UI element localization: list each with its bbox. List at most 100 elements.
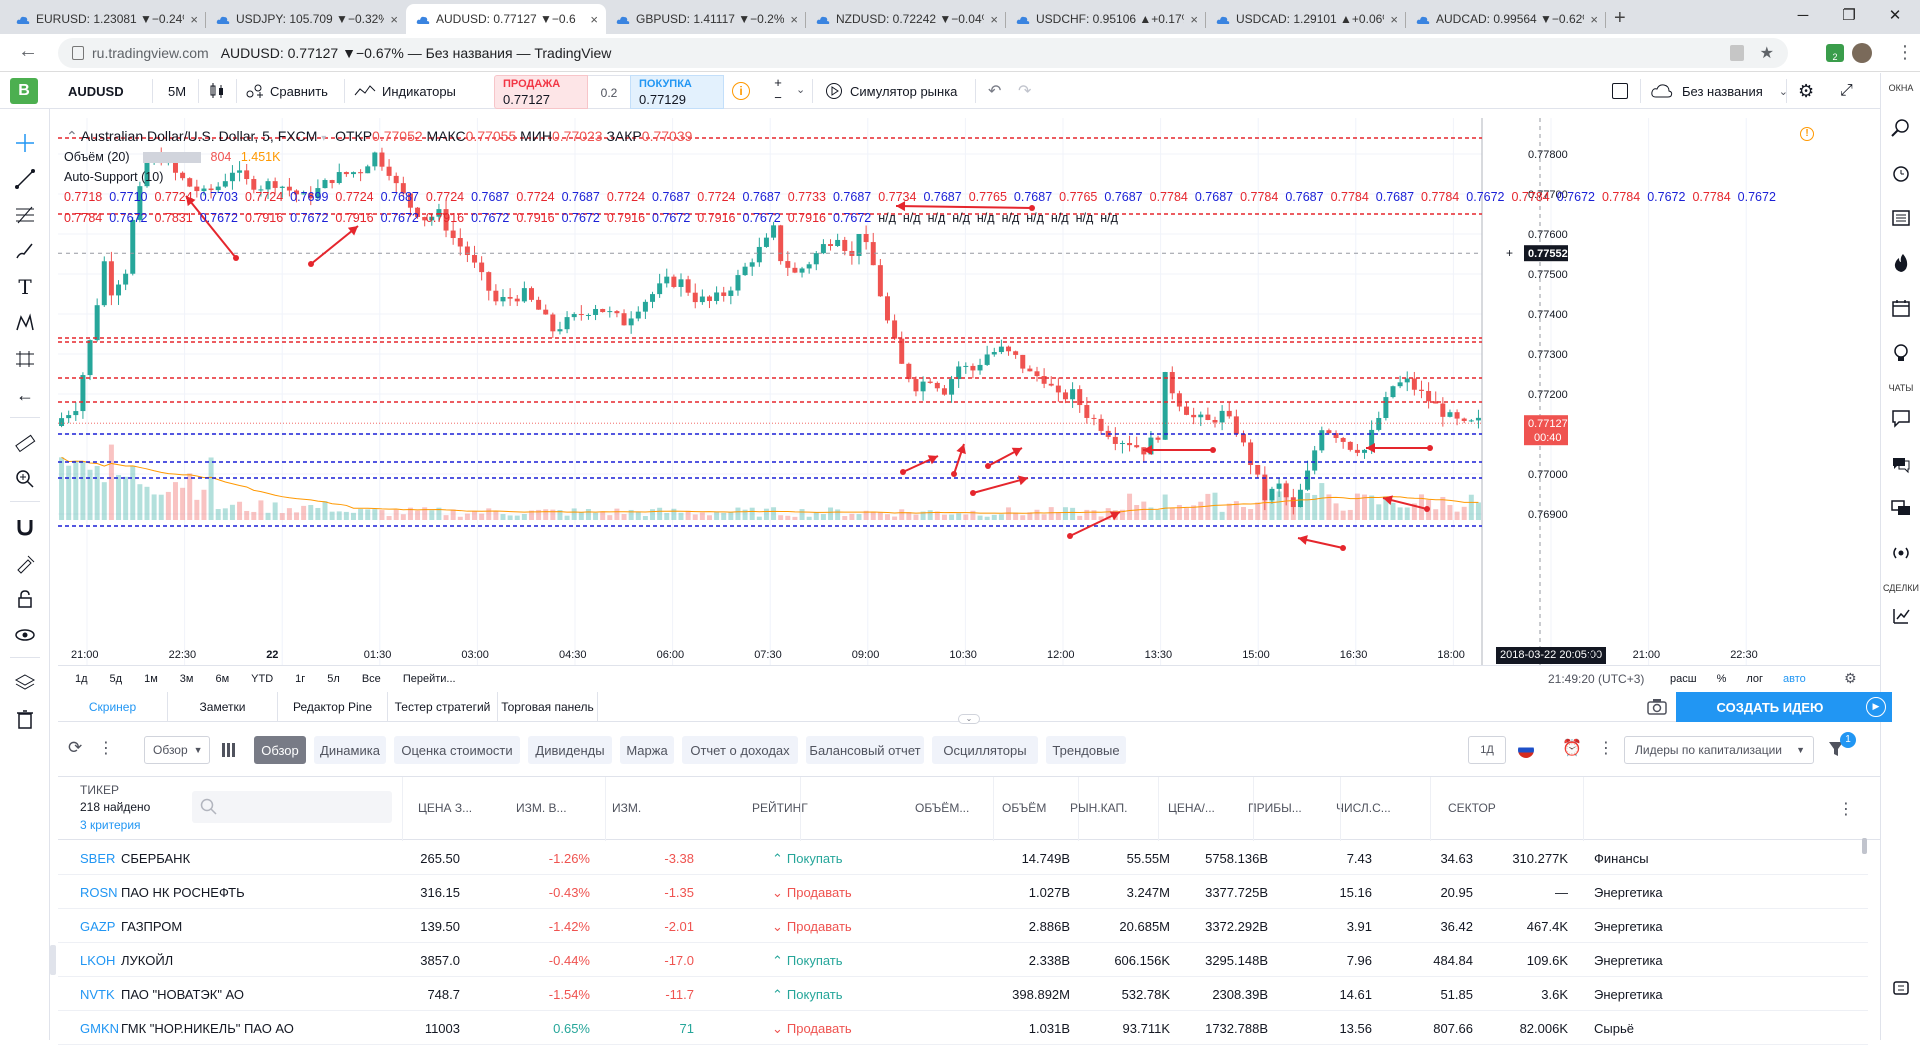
ticker-search-input[interactable] — [192, 791, 392, 823]
close-tab-icon[interactable]: × — [1390, 11, 1398, 27]
avatar[interactable] — [1852, 43, 1872, 63]
screener-filter-tab[interactable]: Обзор — [254, 736, 306, 764]
play-icon[interactable]: ▶ — [1866, 697, 1886, 717]
screener-filter-tab[interactable]: Трендовые — [1046, 736, 1126, 764]
screener-view-select[interactable]: Обзор ▼ — [144, 736, 210, 764]
close-tab-icon[interactable]: × — [990, 11, 998, 27]
browser-tab[interactable]: AUDCAD: 0.99564 ▼−0.62% × — [1406, 4, 1606, 34]
layers-icon[interactable] — [10, 669, 40, 697]
cell-ticker[interactable]: SBER — [80, 851, 116, 866]
more-options-icon[interactable]: ⋮ — [98, 740, 114, 757]
arrow-back-icon[interactable]: ← — [16, 384, 34, 405]
cell-ticker[interactable]: LKOH — [80, 953, 116, 968]
screener-filter-tab[interactable]: Осцилляторы — [932, 736, 1038, 764]
cell-ticker[interactable]: NVTK — [80, 987, 115, 1002]
panel-tab[interactable]: Скринер — [58, 692, 168, 722]
range-button[interactable]: 1г — [295, 673, 306, 685]
watchlist-search-icon[interactable] — [1885, 113, 1917, 143]
widget-minus-button[interactable]: − — [774, 90, 782, 105]
range-button[interactable]: YTD — [251, 673, 274, 685]
page-info-icon[interactable] — [72, 46, 84, 60]
deals-icon[interactable] — [1885, 601, 1917, 631]
close-tab-icon[interactable]: × — [590, 11, 598, 27]
screener-filter-tab[interactable]: Отчет о доходах — [682, 736, 798, 764]
range-button[interactable]: 6м — [215, 673, 230, 685]
scale-option[interactable]: % — [1716, 673, 1727, 685]
annotation-arrow[interactable] — [308, 225, 359, 267]
minimize-button[interactable]: ─ — [1797, 7, 1809, 24]
fullscreen-toggle[interactable] — [1612, 83, 1628, 99]
column-header[interactable]: ЦЕНА/... — [1168, 801, 1215, 815]
annotation-arrow[interactable] — [900, 455, 939, 475]
screener-filter-tab[interactable]: Маржа — [620, 736, 674, 764]
annotation-arrow[interactable] — [1382, 495, 1430, 512]
table-row[interactable]: GAZP ГАЗПРОМ 139.50 -1.42% -2.01 ⌄ Продавать 2.… — [58, 909, 1868, 943]
trash-icon[interactable] — [10, 705, 40, 733]
price-chart[interactable]: 0.77800 0.77700 0.77600 0.77500 0.77400 0.773… — [58, 118, 1865, 665]
browser-tab[interactable]: GBPUSD: 1.41117 ▼−0.2% × — [606, 4, 806, 34]
panel-tab[interactable]: Тестер стратегий — [388, 692, 498, 722]
alarm-clock-icon[interactable] — [1885, 158, 1917, 188]
refresh-icon[interactable]: ⟳ — [68, 738, 83, 757]
eye-icon[interactable] — [10, 621, 40, 649]
column-header[interactable]: ЦЕНА З... — [418, 801, 473, 815]
browser-tab[interactable]: USDCHF: 0.95106 ▲+0.17% × — [1006, 4, 1206, 34]
restore-button[interactable]: ❐ — [1842, 7, 1856, 24]
back-button[interactable]: ← — [18, 40, 38, 62]
layout-button[interactable]: Без названия ⌄ — [1650, 73, 1788, 109]
ruler-icon[interactable] — [10, 429, 40, 457]
gear-icon[interactable]: ⚙ — [1798, 80, 1815, 101]
column-header[interactable]: СЕКТОР — [1448, 801, 1496, 815]
close-tab-icon[interactable]: × — [790, 11, 798, 27]
annotation-arrow[interactable] — [951, 443, 966, 477]
scale-option[interactable]: расш — [1670, 673, 1697, 685]
extension-icon[interactable]: 2 — [1826, 44, 1844, 62]
undo-button[interactable]: ↶ — [988, 83, 1002, 100]
close-window-button[interactable]: ✕ — [1888, 7, 1902, 24]
lock-extension-icon[interactable] — [1730, 45, 1744, 61]
chevron-down-icon[interactable]: ⌄ — [796, 84, 806, 96]
panel-tab[interactable]: Заметки — [168, 692, 278, 722]
more-options-icon[interactable]: ⋮ — [1598, 740, 1614, 757]
url-field[interactable]: ru.tradingview.com AUDUSD: 0.77127 ▼−0.6… — [58, 38, 1788, 68]
pattern-icon[interactable] — [10, 309, 40, 337]
table-row[interactable]: SBER СБЕРБАНК 265.50 -1.26% -3.38 ⌃ Покупать 14… — [58, 841, 1868, 875]
ticker-header[interactable]: ТИКЕР — [80, 783, 119, 797]
symbol-search[interactable]: AUDUSD — [68, 83, 124, 99]
annotation-arrow[interactable] — [185, 195, 239, 261]
plus-icon[interactable]: + — [1506, 246, 1513, 260]
fullscreen-icon[interactable]: ⤢ — [1840, 82, 1853, 99]
screener-filter-tab[interactable]: Дивиденды — [528, 736, 612, 764]
panel-resize-handle[interactable] — [50, 945, 56, 975]
range-button[interactable]: 1м — [144, 673, 158, 685]
column-header[interactable]: ОБЪЁМ — [1002, 801, 1047, 815]
redo-button[interactable]: ↷ — [1018, 83, 1032, 100]
close-tab-icon[interactable]: × — [1590, 11, 1598, 27]
market-flag-icon[interactable] — [1518, 742, 1534, 758]
column-header[interactable]: ИЗМ. — [612, 801, 642, 815]
range-button[interactable]: 5д — [109, 673, 123, 685]
criteria-link[interactable]: 3 критерия — [80, 818, 141, 832]
cell-ticker[interactable]: GMKN — [80, 1021, 119, 1036]
annotation-arrow[interactable] — [1366, 443, 1433, 453]
annotation-arrow[interactable] — [1067, 511, 1121, 539]
filter-icon[interactable] — [1828, 740, 1844, 761]
range-button[interactable]: Все — [361, 673, 381, 685]
user-logo[interactable]: B — [10, 78, 38, 104]
screener-filter-tab[interactable]: Оценка стоимости — [394, 736, 520, 764]
annotation-arrow[interactable] — [970, 475, 1029, 496]
browser-tab[interactable]: NZDUSD: 0.72242 ▼−0.04% × — [806, 4, 1006, 34]
new-tab-button[interactable]: + — [1614, 7, 1626, 29]
ideas-bulb-icon[interactable] — [1885, 338, 1917, 368]
magnet-icon[interactable] — [10, 513, 40, 541]
brush-icon[interactable] — [10, 237, 40, 265]
interval-select[interactable]: 1Д — [1468, 736, 1506, 764]
chart-pane[interactable]: 0.77800 0.77700 0.77600 0.77500 0.77400 0.773… — [58, 118, 1865, 665]
table-row[interactable]: ROSN ПАО НК РОСНЕФТЬ 316.15 -0.43% -1.35 ⌄ Про… — [58, 875, 1868, 909]
gear-icon[interactable]: ⚙ — [1844, 670, 1857, 686]
annotation-arrow[interactable] — [1297, 535, 1346, 551]
table-row[interactable]: NVTK ПАО "НОВАТЭК" АО 748.7 -1.54% -11.7 ⌃ Пок… — [58, 977, 1868, 1011]
sell-button[interactable]: ПРОДАЖА 0.77127 — [494, 75, 588, 109]
close-tab-icon[interactable]: × — [190, 11, 198, 27]
stay-drawing-icon[interactable] — [10, 549, 40, 577]
